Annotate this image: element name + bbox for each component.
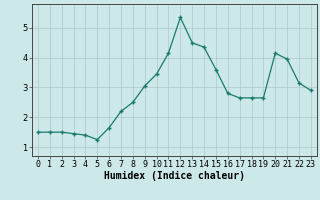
X-axis label: Humidex (Indice chaleur): Humidex (Indice chaleur) (104, 171, 245, 181)
